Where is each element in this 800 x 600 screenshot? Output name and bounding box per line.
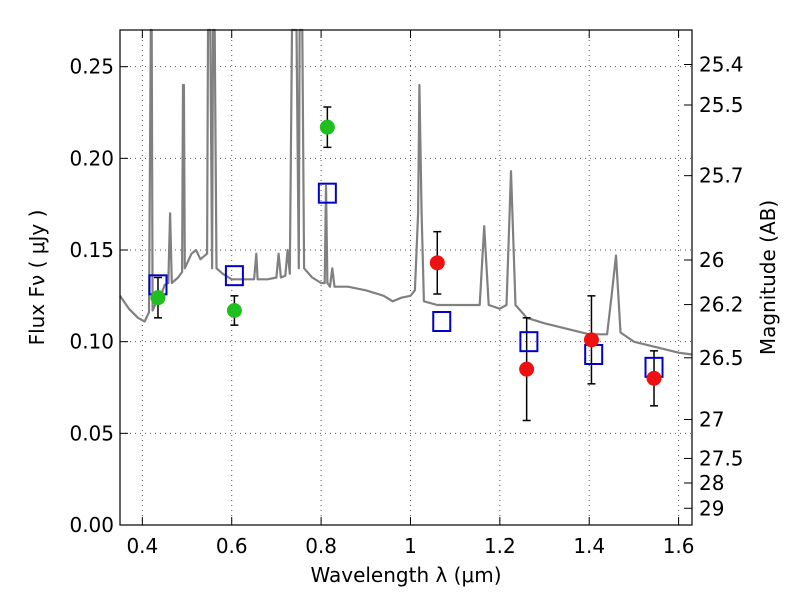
red-data-point bbox=[583, 332, 599, 348]
red-data-point bbox=[519, 361, 535, 377]
y2-tick-label: 25.5 bbox=[699, 93, 744, 117]
model-square bbox=[317, 182, 337, 204]
y2-tick-label: 25.7 bbox=[699, 164, 744, 188]
y-tick-label: 0.15 bbox=[69, 238, 114, 262]
y-tick-label: 0.00 bbox=[69, 513, 114, 537]
model-square bbox=[224, 265, 244, 287]
x-tick-label: 0.6 bbox=[216, 534, 248, 558]
x-axis-label: Wavelength λ (μm) bbox=[310, 563, 501, 587]
y2-tick-label: 29 bbox=[699, 496, 724, 520]
red-data-point bbox=[429, 255, 445, 271]
y2-tick-label: 28 bbox=[699, 471, 724, 495]
plot-frame bbox=[119, 29, 693, 526]
y-tick-label: 0.25 bbox=[69, 55, 114, 79]
model-square bbox=[519, 331, 539, 353]
y2-axis-label: Magnitude (AB) bbox=[756, 200, 780, 355]
x-tick-label: 0.8 bbox=[305, 534, 337, 558]
x-tick-label: 1.2 bbox=[484, 534, 516, 558]
red-data-point bbox=[646, 370, 662, 386]
y-tick-label: 0.05 bbox=[69, 421, 114, 445]
x-tick-label: 0.4 bbox=[126, 534, 158, 558]
green-data-point bbox=[226, 303, 242, 318]
x-tick-label: 1 bbox=[404, 534, 417, 558]
y2-tick-label: 25.4 bbox=[699, 52, 744, 76]
error-bars bbox=[153, 106, 659, 422]
grid-lines bbox=[120, 30, 692, 526]
axis-ticks: 0.4 0.6 0.8 1 1.2 1.4 1.6 0.00 0.05 0.10 0.15 0.20 0… bbox=[69, 30, 744, 558]
y-tick-label: 0.10 bbox=[69, 330, 114, 354]
x-tick-label: 1.4 bbox=[573, 534, 605, 558]
y2-tick-label: 27 bbox=[699, 408, 724, 432]
y2-tick-label: 26.2 bbox=[699, 293, 744, 317]
observed-points bbox=[150, 119, 662, 386]
y2-tick-label: 27.5 bbox=[699, 446, 744, 470]
spectrum-series bbox=[119, 28, 693, 356]
x-tick-label: 1.6 bbox=[663, 534, 695, 558]
green-data-point bbox=[319, 119, 335, 135]
model-square bbox=[584, 344, 604, 365]
spectrum-line bbox=[119, 28, 693, 356]
model-square bbox=[432, 311, 452, 332]
y2-tick-label: 26 bbox=[699, 248, 724, 272]
y-tick-label: 0.20 bbox=[69, 146, 114, 170]
y-axis-label: Flux Fν ( μJy ) bbox=[25, 210, 49, 346]
y2-tick-label: 26.5 bbox=[699, 346, 744, 370]
model-squares bbox=[148, 182, 664, 378]
green-data-point bbox=[150, 290, 166, 306]
